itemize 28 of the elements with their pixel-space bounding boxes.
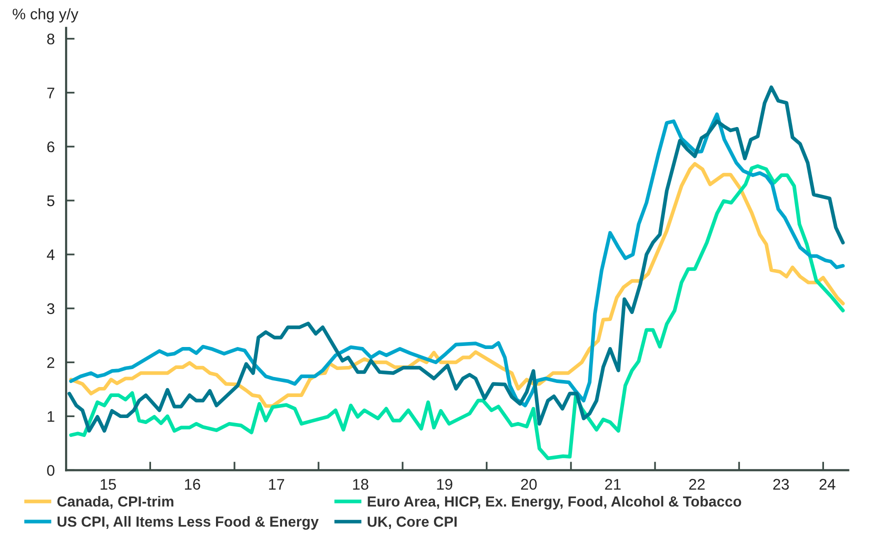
x-tick-label: 24 xyxy=(820,478,836,490)
y-tick-label: 0 xyxy=(47,465,54,476)
x-tick-label: 21 xyxy=(605,478,621,490)
y-tick-label: 7 xyxy=(47,88,54,98)
x-tick-label: 16 xyxy=(185,478,200,490)
y-tick-label: 5 xyxy=(47,196,54,206)
x-tick-label: 20 xyxy=(521,478,537,490)
x-tick-label: 22 xyxy=(689,478,705,490)
x-tick-label: 15 xyxy=(100,479,116,490)
y-tick-label: 8 xyxy=(47,34,54,44)
legend-label: Canada, CPI-trim xyxy=(57,496,174,509)
line-series xyxy=(69,164,845,460)
line-series xyxy=(69,112,845,408)
legend-label: Euro Area, HICP, Ex. Energy, Food, Alcohol & Tobacco xyxy=(368,496,742,510)
y-tick-label: 3 xyxy=(47,303,54,314)
y-tick-label: 6 xyxy=(47,141,54,152)
legend-label: UK, Core CPI xyxy=(368,516,457,529)
x-tick-label: 19 xyxy=(437,478,452,490)
y-tick-label: 2 xyxy=(47,357,54,368)
y-tick-label: 1 xyxy=(48,411,54,422)
x-tick-label: 17 xyxy=(269,479,284,490)
y-tick-label: 4 xyxy=(46,249,55,260)
x-tick-label: 23 xyxy=(773,478,789,490)
legend-label: US CPI, All Items Less Food & Energy xyxy=(58,516,319,530)
x-tick-label: 18 xyxy=(353,478,368,490)
line-series xyxy=(69,162,845,408)
line-series xyxy=(68,85,845,433)
y-axis-title: % chg y/y xyxy=(12,8,78,22)
